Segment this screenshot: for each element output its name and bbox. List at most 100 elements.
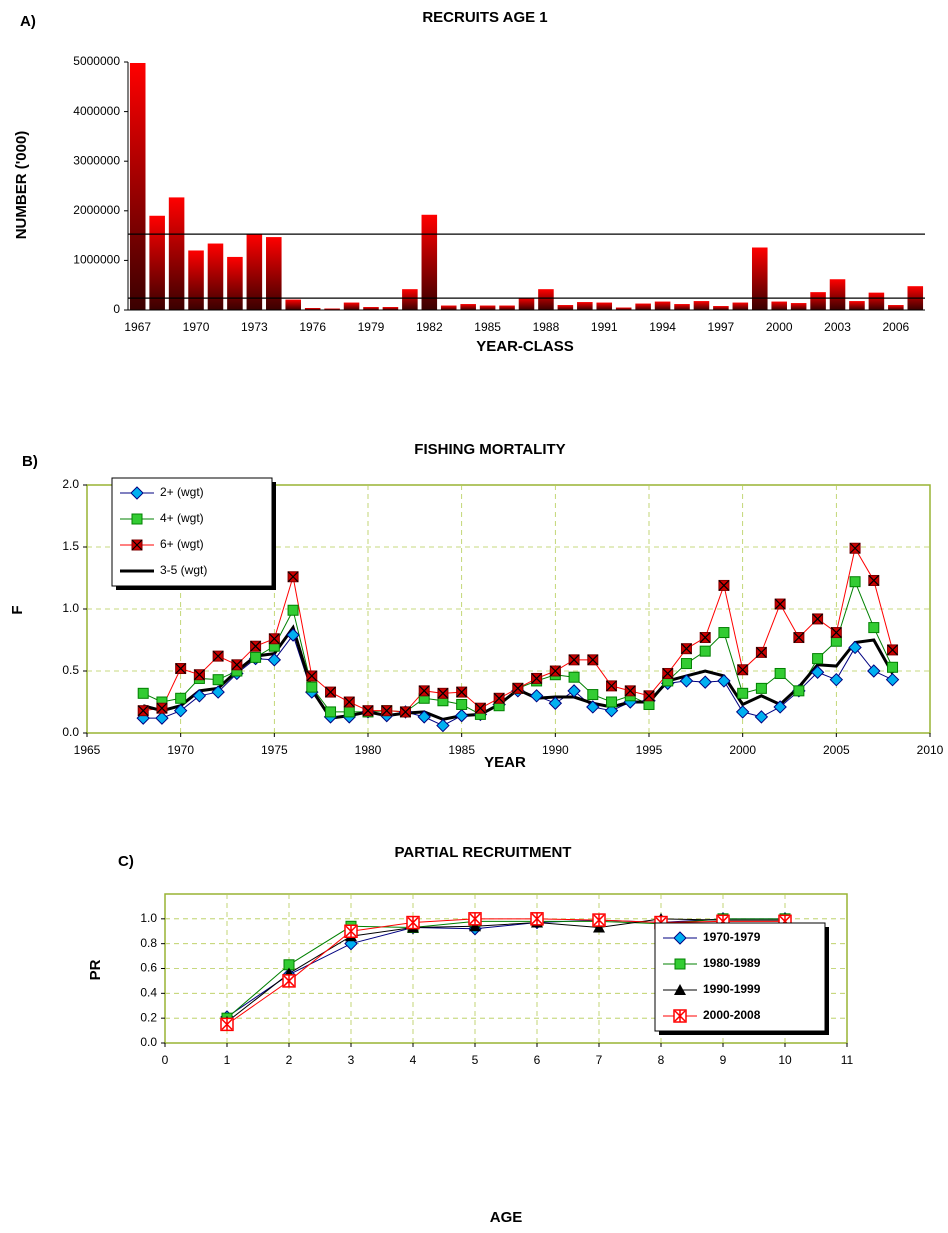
cross xyxy=(474,702,486,714)
marker xyxy=(250,640,262,652)
cross xyxy=(193,669,205,681)
marker xyxy=(867,664,881,678)
series-line xyxy=(226,918,785,1025)
square xyxy=(175,692,187,704)
chart-title: RECRUITS AGE 1 xyxy=(422,9,547,26)
cross xyxy=(512,682,524,694)
cross xyxy=(362,705,374,717)
x-tick-label: 2000 xyxy=(766,320,793,334)
diamond xyxy=(604,703,619,718)
x-tick-label: 1967 xyxy=(124,320,151,334)
cross xyxy=(737,664,749,676)
square xyxy=(680,658,692,670)
x-tick-label: 8 xyxy=(658,1053,665,1067)
legend-label: 2000-2008 xyxy=(703,1008,761,1022)
marker xyxy=(604,703,619,718)
diamond xyxy=(829,672,844,687)
y-tick-label: 5000000 xyxy=(73,54,120,68)
marker xyxy=(587,654,599,666)
bar xyxy=(479,305,496,310)
bar xyxy=(596,302,613,310)
y-axis-label: F xyxy=(9,605,26,614)
marker xyxy=(737,687,749,699)
marker xyxy=(512,682,524,694)
marker xyxy=(155,711,169,725)
square xyxy=(755,682,767,694)
bar xyxy=(518,297,535,310)
marker xyxy=(885,672,900,687)
marker xyxy=(137,705,149,717)
x-tick-label: 1976 xyxy=(299,320,326,334)
square xyxy=(131,513,143,525)
bar xyxy=(577,302,593,310)
bar xyxy=(207,243,224,310)
marker xyxy=(774,667,786,679)
x-tick-label: 1985 xyxy=(474,320,501,334)
cross xyxy=(699,632,711,643)
legend-label: 1970-1979 xyxy=(703,930,761,944)
marker xyxy=(829,672,844,687)
cross xyxy=(418,685,430,697)
marker xyxy=(699,645,711,657)
bar xyxy=(440,305,457,310)
bar xyxy=(227,256,243,310)
y-tick-label: 0.4 xyxy=(140,986,157,1000)
diamond xyxy=(130,486,144,500)
marker xyxy=(674,984,686,995)
x-tick-label: 11 xyxy=(841,1053,854,1067)
diamond xyxy=(673,931,687,945)
marker xyxy=(175,692,187,704)
cross xyxy=(887,644,898,656)
bar xyxy=(829,279,846,310)
x-tick-label: 1985 xyxy=(448,743,475,757)
y-tick-label: 0.2 xyxy=(140,1010,157,1024)
marker xyxy=(343,696,355,708)
marker xyxy=(754,710,769,724)
marker xyxy=(231,659,243,671)
square xyxy=(325,706,337,718)
cross xyxy=(868,575,880,586)
bar xyxy=(460,304,476,310)
diamond xyxy=(173,703,188,718)
bar xyxy=(693,301,710,310)
panel-label: B) xyxy=(22,453,38,470)
cross xyxy=(793,632,805,643)
x-tick-label: 6 xyxy=(534,1053,541,1067)
x-axis-label: YEAR xyxy=(484,754,526,771)
bar xyxy=(790,303,807,310)
y-axis-label: PR xyxy=(87,959,104,980)
marker xyxy=(192,689,207,703)
x-tick-label: 1970 xyxy=(183,320,210,334)
square xyxy=(737,687,749,699)
cross xyxy=(643,690,655,702)
marker xyxy=(755,646,767,658)
bar xyxy=(168,197,185,310)
triangle xyxy=(593,921,605,933)
cross xyxy=(156,702,168,714)
cross xyxy=(549,665,561,677)
legend-label: 1980-1989 xyxy=(703,956,761,970)
series-line xyxy=(226,918,785,1023)
cross xyxy=(531,673,543,684)
x-tick-label: 2010 xyxy=(917,743,944,757)
x-tick-label: 1965 xyxy=(74,743,101,757)
legend: 2+ (wgt) 4+ (wgt) 6+ (wgt) 3-5 (wgt) xyxy=(111,477,276,590)
bar xyxy=(421,214,438,310)
legend: 1970-1979 1980-1989 1990-1999 2000-2008 xyxy=(654,922,829,1035)
marker xyxy=(267,653,282,667)
marker xyxy=(673,1009,687,1023)
star xyxy=(221,1018,233,1031)
x-tick-label: 1988 xyxy=(533,320,560,334)
square xyxy=(812,653,824,665)
cross xyxy=(212,650,224,662)
marker xyxy=(735,705,750,719)
marker xyxy=(812,653,824,665)
diamond xyxy=(885,672,900,687)
x-tick-label: 2006 xyxy=(882,320,909,334)
bar xyxy=(654,301,671,310)
cross xyxy=(849,542,861,554)
bar xyxy=(363,307,379,310)
x-tick-label: 1991 xyxy=(591,320,618,334)
marker xyxy=(286,628,300,642)
